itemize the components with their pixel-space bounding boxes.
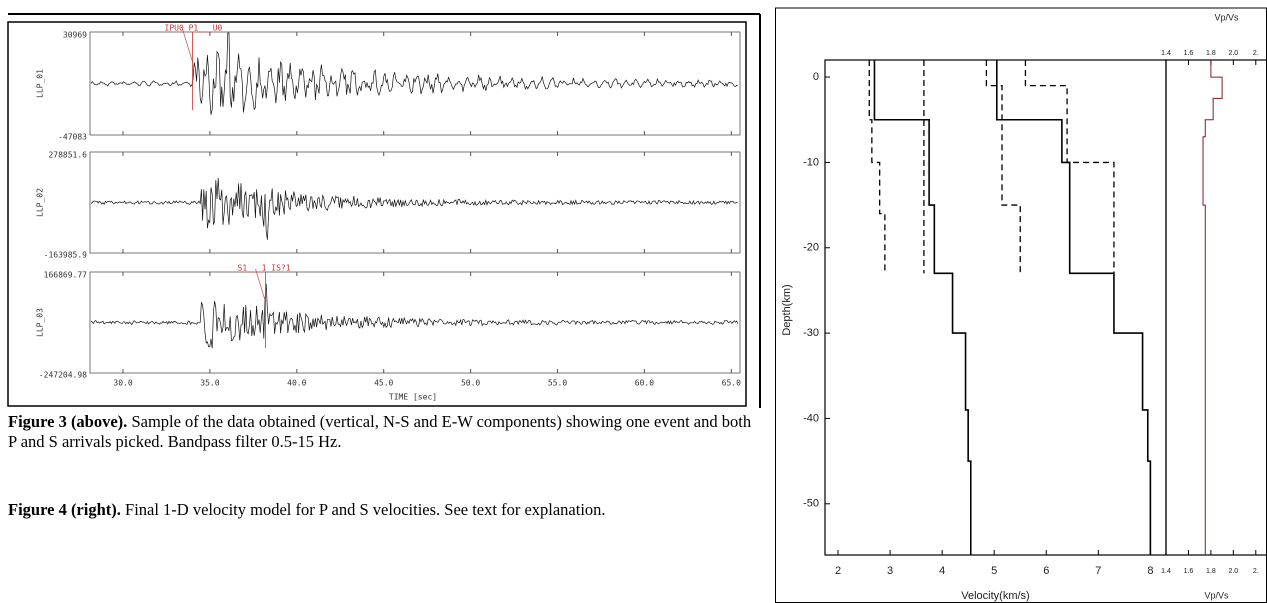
velocity-profile <box>873 60 972 555</box>
x-tick-label: 60.0 <box>635 379 654 388</box>
x-tick-label: 45.0 <box>374 379 393 388</box>
plot-frame <box>1165 59 1267 556</box>
x-tick-label: 7 <box>1095 565 1101 577</box>
x-axis-label: Vp/Vs <box>1204 590 1229 600</box>
waveform <box>90 177 738 240</box>
x-tick-label: 1.8 <box>1206 50 1216 57</box>
figure-frame <box>7 21 747 407</box>
x-tick-label: 6 <box>1043 565 1049 577</box>
y-axis-label: Depth(km) <box>781 284 793 335</box>
x-tick-label: 40.0 <box>287 379 306 388</box>
y-tick-label: -50 <box>803 498 819 510</box>
amp-min: -47083 <box>58 133 87 142</box>
plot-frame <box>824 59 1167 556</box>
caption: Figure 3 (above). Sample of the data obt… <box>8 412 758 452</box>
x-tick-label: 1.4 <box>1161 50 1171 57</box>
caption-label: Figure 4 (right). <box>8 500 121 519</box>
trace-panel <box>89 271 741 374</box>
pick-label: S1___1 IS?1 <box>238 264 291 273</box>
x-tick-label: 1.6 <box>1184 568 1194 575</box>
x-tick-label: 55.0 <box>548 379 567 388</box>
velocity-profile <box>868 60 886 274</box>
waveform <box>90 283 739 349</box>
x-tick-label: 2 <box>835 565 841 577</box>
x-tick-label: 2.0 <box>1228 50 1238 57</box>
x-tick-label: 1.4 <box>1161 568 1171 575</box>
trace-panel <box>89 151 741 254</box>
seismogram-figure: TIME [sec] 30969 -47083 LLP_01 IPU0 P1___U0… <box>7 13 761 408</box>
amp-min: -163985.9 <box>44 251 88 260</box>
velocity-profile <box>996 60 1152 555</box>
x-tick-label: 3 <box>887 565 893 577</box>
x-tick-label: 2.0 <box>1228 568 1238 575</box>
x-tick-label: 2. <box>1253 50 1259 57</box>
x-tick-label: 1.6 <box>1184 50 1194 57</box>
x-tick-label: 35.0 <box>200 379 219 388</box>
y-tick-label: -40 <box>803 412 819 424</box>
y-tick-label: -10 <box>803 156 819 168</box>
figure-frame <box>775 7 1267 603</box>
pick-leader <box>182 28 193 63</box>
x-tick-label: 50.0 <box>461 379 480 388</box>
x-axis-label: TIME [sec] <box>389 393 437 402</box>
caption-label: Figure 3 (above). <box>8 412 128 431</box>
chart-title: Vp/Vs <box>1214 12 1239 22</box>
x-tick-label: 2. <box>1253 568 1259 575</box>
caption-text: Final 1-D velocity model for P and S vel… <box>125 500 606 519</box>
y-tick-label: 0 <box>813 71 819 83</box>
trace-panel <box>89 31 741 136</box>
amp-min: -247204.98 <box>39 371 87 380</box>
x-tick-label: 65.0 <box>722 379 741 388</box>
trace-name: LLP_01 <box>36 69 45 98</box>
x-axis-label: Velocity(km/s) <box>961 590 1029 602</box>
x-tick-label: 5 <box>991 565 997 577</box>
trace-name: LLP_03 <box>36 308 45 337</box>
y-tick-label: -30 <box>803 327 819 339</box>
velocity-profile <box>1024 60 1115 274</box>
amp-max: 30969 <box>63 31 87 40</box>
amp-max: 166869.77 <box>44 271 88 280</box>
y-tick-label: -20 <box>803 242 819 254</box>
trace-name: LLP_02 <box>36 188 45 217</box>
velocity-profile <box>985 60 1021 274</box>
caption-text: Sample of the data obtained (vertical, N… <box>8 412 752 451</box>
waveform <box>90 32 738 115</box>
caption: Figure 4 (right). Final 1-D velocity mod… <box>8 500 758 520</box>
pick-label: IPU0 P1___U0 <box>165 24 223 33</box>
amp-max: 278851.6 <box>48 151 87 160</box>
x-tick-label: 1.8 <box>1206 568 1216 575</box>
velocity-profile <box>1202 60 1223 555</box>
pick-leader <box>255 268 266 303</box>
velocity-figure: 2 3 4 5 6 7 8 0 -10 -20 -30 -40 -50 Velocity(km/s) Dep… <box>775 7 1267 603</box>
x-tick-label: 8 <box>1147 565 1153 577</box>
x-tick-label: 4 <box>939 565 945 577</box>
x-tick-label: 30.0 <box>113 379 132 388</box>
